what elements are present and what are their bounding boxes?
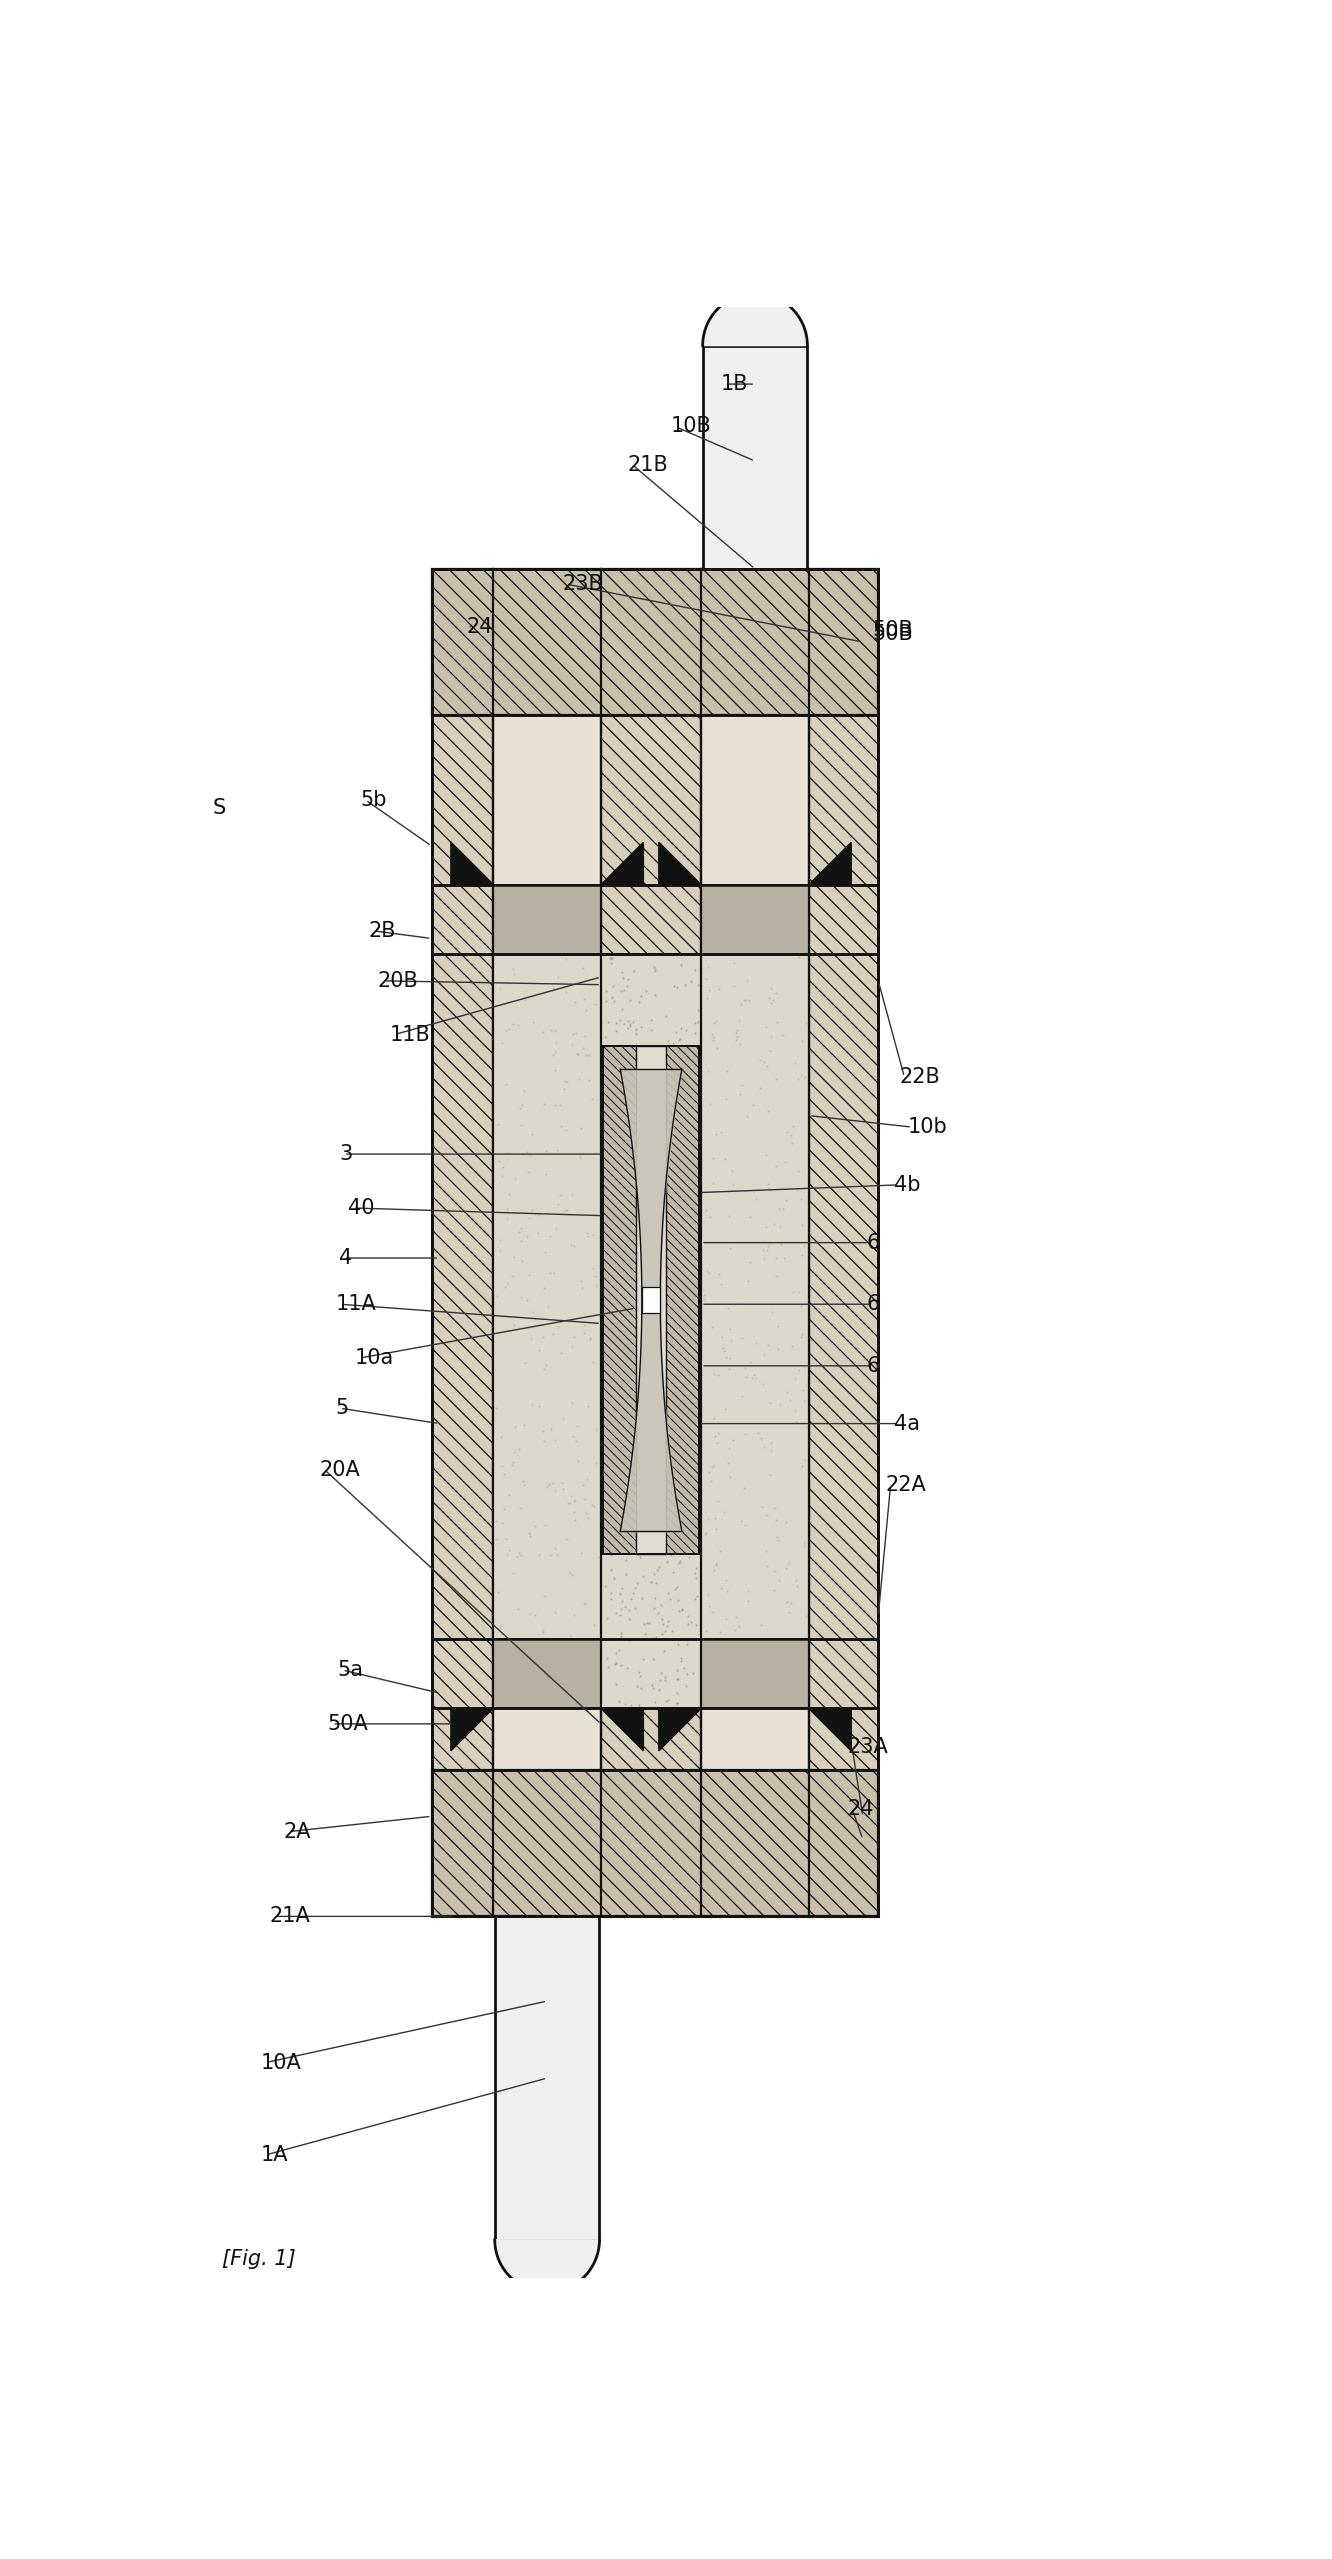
Text: 21A: 21A	[270, 1906, 310, 1927]
Text: 2B: 2B	[369, 921, 396, 942]
Text: 22A: 22A	[886, 1474, 927, 1494]
Text: 24: 24	[847, 1799, 874, 1819]
Bar	[493, 568, 601, 1917]
Polygon shape	[703, 294, 807, 345]
Text: 50B: 50B	[872, 624, 912, 645]
Bar	[493, 885, 601, 955]
Bar	[642, 1287, 661, 1313]
Text: 21B: 21B	[627, 456, 669, 476]
Bar	[493, 955, 601, 1709]
Polygon shape	[659, 842, 701, 885]
Bar	[494, 1917, 599, 2239]
Bar	[635, 1047, 666, 1553]
Bar	[493, 1640, 601, 1709]
Polygon shape	[809, 842, 851, 885]
Polygon shape	[450, 1709, 493, 1750]
Text: 20B: 20B	[378, 970, 418, 990]
Text: 4: 4	[340, 1249, 353, 1269]
Bar	[432, 568, 878, 714]
Text: 23A: 23A	[847, 1738, 888, 1758]
Bar	[701, 885, 809, 955]
Text: 50B: 50B	[872, 619, 912, 640]
Text: 5: 5	[336, 1397, 349, 1418]
Bar	[701, 955, 809, 1709]
Bar	[701, 1640, 809, 1709]
Text: 40: 40	[349, 1198, 376, 1218]
Bar	[703, 345, 807, 568]
Bar	[601, 955, 701, 1709]
Text: 6: 6	[867, 1233, 880, 1251]
Text: 5b: 5b	[361, 791, 388, 809]
Bar	[701, 568, 809, 1917]
Text: 22B: 22B	[900, 1067, 940, 1088]
Bar	[432, 1771, 878, 1917]
Polygon shape	[494, 2239, 599, 2293]
Text: 23B: 23B	[562, 573, 603, 594]
Text: 5a: 5a	[338, 1661, 364, 1679]
Polygon shape	[659, 1709, 701, 1750]
Text: 20A: 20A	[320, 1459, 361, 1479]
Text: 1A: 1A	[261, 2144, 288, 2165]
Text: 10b: 10b	[907, 1118, 947, 1136]
Polygon shape	[601, 842, 643, 885]
Text: 11A: 11A	[336, 1295, 376, 1315]
Text: 6: 6	[867, 1356, 880, 1377]
Polygon shape	[601, 1709, 643, 1750]
Bar	[432, 568, 878, 1917]
Text: 4b: 4b	[894, 1175, 920, 1195]
Polygon shape	[450, 842, 493, 885]
Text: [Fig. 1]: [Fig. 1]	[222, 2249, 296, 2270]
Text: 10a: 10a	[354, 1349, 394, 1369]
Bar	[603, 1047, 699, 1553]
Text: 24: 24	[466, 617, 493, 637]
Text: 11B: 11B	[389, 1024, 430, 1044]
Text: 6: 6	[867, 1295, 880, 1315]
Polygon shape	[809, 1709, 851, 1750]
Text: 10B: 10B	[670, 417, 711, 438]
Text: 2A: 2A	[284, 1822, 312, 1842]
Text: 1B: 1B	[721, 374, 747, 394]
Text: S: S	[212, 798, 225, 816]
Text: 3: 3	[340, 1144, 353, 1164]
Text: 50A: 50A	[328, 1715, 369, 1735]
Text: 4a: 4a	[894, 1413, 919, 1433]
Text: 10A: 10A	[261, 2052, 301, 2073]
